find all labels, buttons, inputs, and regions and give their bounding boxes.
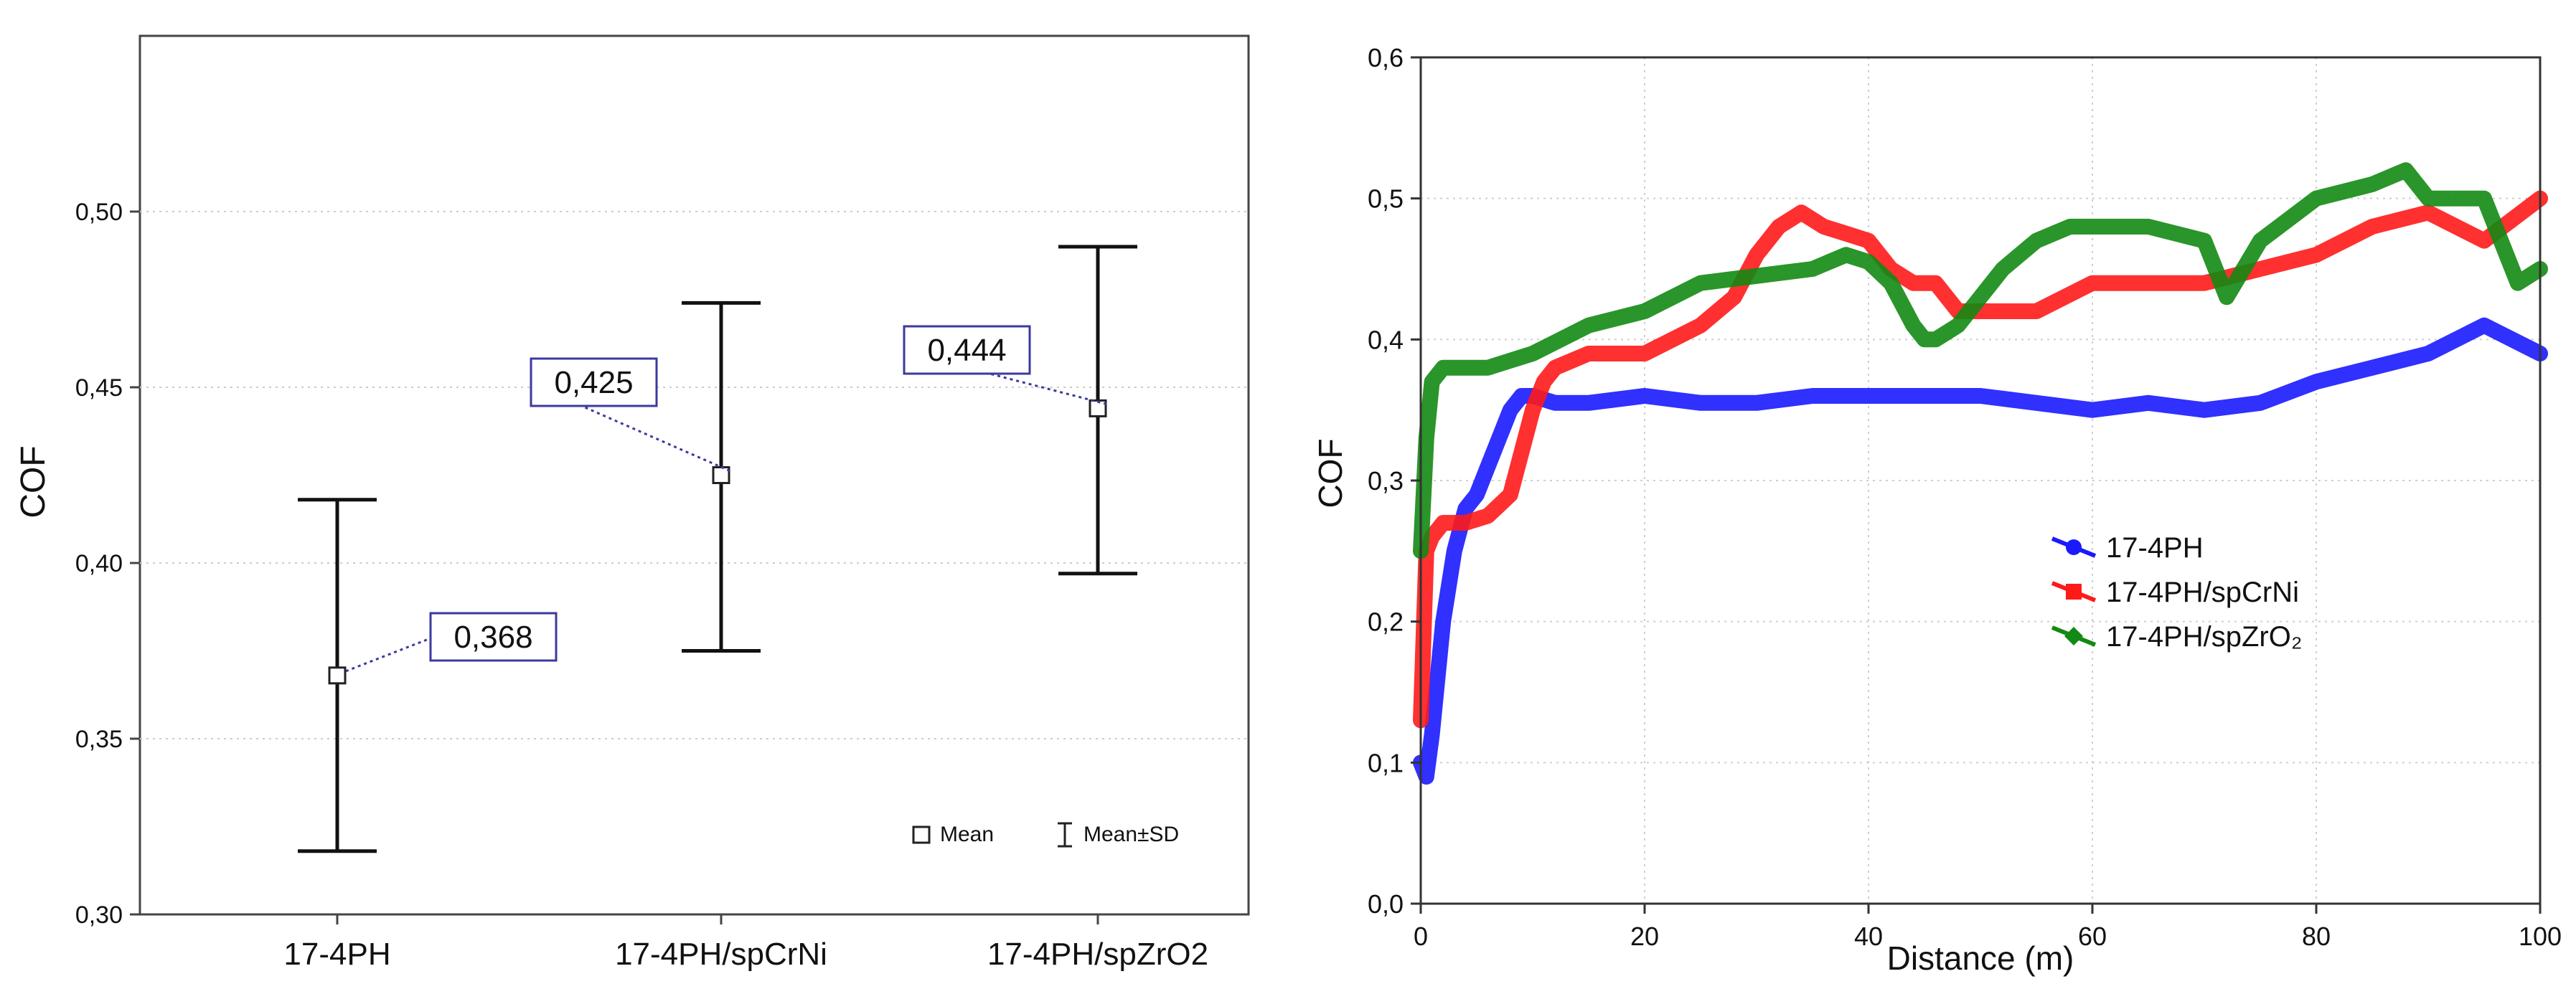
series-line <box>1413 162 2548 559</box>
x-tick-label: 40 <box>1854 922 1883 951</box>
value-leader-line <box>903 350 1107 405</box>
legend-sd-marker <box>1058 822 1072 848</box>
value-label-box <box>530 357 658 407</box>
x-tick-labels: 0 20 40 60 80 100 <box>1414 904 2562 951</box>
series-lines <box>1413 162 2548 785</box>
x-tick-label: 17-4PH/spZrO2 <box>987 937 1208 972</box>
value-label: 0,425 <box>554 365 633 400</box>
x-tick-label: 0 <box>1414 922 1428 951</box>
legend-label: 17-4PH/spZrO₂ <box>2106 621 2302 653</box>
cof-distance-chart-panel: 0,0 0,1 0,2 0,3 0,4 0,5 0,6 0 20 40 60 80 100 COF D… <box>1292 0 2576 989</box>
legend-sd-label: Mean±SD <box>1083 823 1179 846</box>
error-bars <box>298 245 1137 853</box>
legend-marker <box>2064 627 2083 645</box>
value-label: 0,368 <box>453 620 532 655</box>
value-label-box <box>903 325 1031 375</box>
x-tick-labels: 17-4PH 17-4PH/spCrNi 17-4PH/spZrO2 <box>283 914 1208 972</box>
x-axis-label: Distance (m) <box>1887 940 2074 977</box>
y-tick-label: 0,6 <box>1368 43 1404 72</box>
x-tick-label: 100 <box>2519 922 2562 951</box>
value-labels: 0,368 0,425 0,444 <box>345 325 1107 673</box>
mean-marker <box>712 466 730 484</box>
value-leader-line <box>345 637 431 673</box>
y-tick-labels: 0,30 0,35 0,40 0,45 0,50 <box>75 199 140 929</box>
mean-sd-chart: 0,30 0,35 0,40 0,45 0,50 17-4PH 17-4PH/spCrNi… <box>14 34 1250 972</box>
legend-marker <box>2066 539 2082 555</box>
cof-distance-chart: 0,0 0,1 0,2 0,3 0,4 0,5 0,6 0 20 40 60 80 100 COF D… <box>1312 43 2562 977</box>
y-axis-label: COF <box>14 445 52 518</box>
legend-mean-marker <box>912 825 931 844</box>
series-line <box>1413 317 2548 785</box>
mean-marker <box>1089 399 1107 417</box>
legend: Mean Mean±SD <box>912 822 1179 848</box>
x-tick-label: 60 <box>2078 922 2107 951</box>
x-tick-label: 80 <box>2302 922 2331 951</box>
y-tick-label: 0,40 <box>75 550 123 577</box>
mean-sd-chart-panel: 0,30 0,35 0,40 0,45 0,50 17-4PH 17-4PH/spCrNi… <box>14 34 1250 972</box>
x-tick-label: 17-4PH <box>283 937 390 972</box>
legend-marker <box>2066 584 2082 600</box>
y-tick-label: 0,0 <box>1368 889 1404 919</box>
y-tick-label: 0,2 <box>1368 607 1404 637</box>
legend: 17-4PH 17-4PH/spCrNi 17-4PH/spZrO₂ <box>2051 532 2302 653</box>
y-tick-label: 0,45 <box>75 374 123 402</box>
legend-mean-label: Mean <box>940 823 994 846</box>
y-tick-label: 0,5 <box>1368 184 1404 214</box>
plot-frame <box>138 34 1250 916</box>
x-tick-label: 17-4PH/spCrNi <box>615 937 827 972</box>
mean-marker <box>328 666 347 685</box>
y-tick-label: 0,35 <box>75 726 123 753</box>
x-tick-label: 20 <box>1630 922 1659 951</box>
y-axis-label: COF <box>1312 438 1349 508</box>
y-tick-label: 0,1 <box>1368 748 1404 777</box>
legend-label: 17-4PH <box>2106 532 2204 564</box>
series-line <box>1413 190 2548 729</box>
grid-lines <box>1421 57 2540 904</box>
y-tick-label: 0,3 <box>1368 466 1404 496</box>
legend-label: 17-4PH/spCrNi <box>2106 577 2299 608</box>
y-tick-label: 0,50 <box>75 199 123 226</box>
value-label-box <box>429 612 558 662</box>
value-label: 0,444 <box>927 333 1006 368</box>
y-tick-label: 0,30 <box>75 902 123 929</box>
y-tick-labels: 0,0 0,1 0,2 0,3 0,4 0,5 0,6 <box>1368 43 1421 919</box>
grid-lines <box>140 211 1249 739</box>
y-tick-label: 0,4 <box>1368 325 1404 354</box>
